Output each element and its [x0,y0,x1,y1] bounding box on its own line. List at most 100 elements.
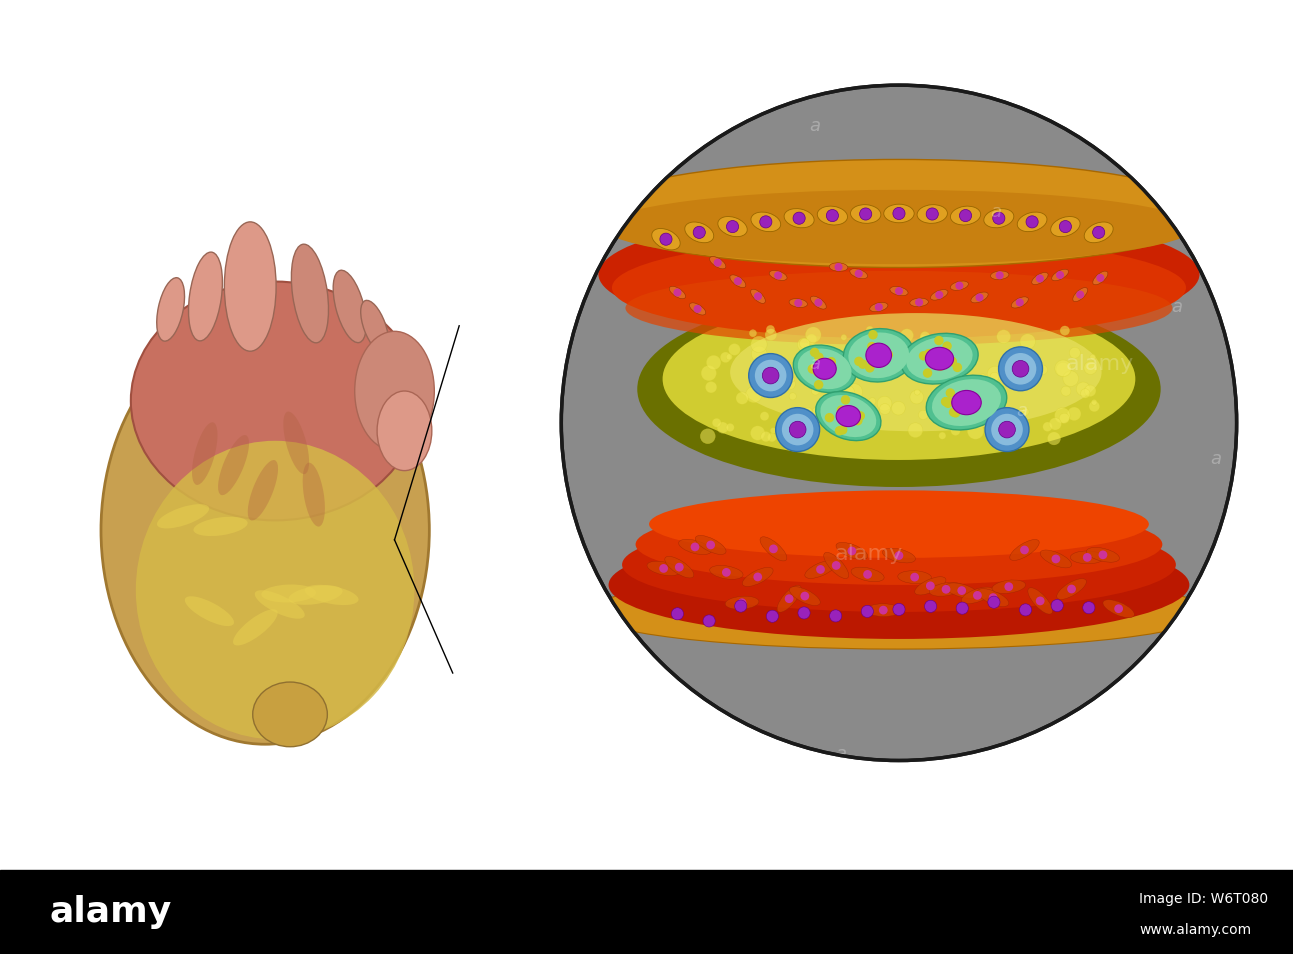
Ellipse shape [651,228,680,250]
Ellipse shape [945,583,978,598]
Ellipse shape [131,282,420,520]
Circle shape [838,411,848,421]
Circle shape [718,422,728,433]
Ellipse shape [931,290,948,300]
Ellipse shape [355,332,434,450]
Circle shape [926,581,935,590]
Circle shape [1056,362,1070,377]
Circle shape [774,272,783,279]
Ellipse shape [891,287,909,295]
Circle shape [806,327,822,342]
Ellipse shape [1087,548,1119,562]
Circle shape [919,410,928,420]
Text: alamy: alamy [49,895,172,928]
Circle shape [1054,407,1070,424]
Circle shape [948,357,957,366]
Circle shape [706,356,722,370]
Ellipse shape [978,589,1009,606]
Circle shape [762,367,779,384]
Circle shape [1020,334,1035,349]
Circle shape [720,352,731,362]
Circle shape [1030,377,1037,385]
Circle shape [706,381,716,393]
Ellipse shape [820,395,876,437]
Circle shape [781,414,814,445]
Ellipse shape [1011,297,1028,308]
Ellipse shape [950,206,980,225]
Ellipse shape [910,298,928,307]
Ellipse shape [984,208,1014,228]
Ellipse shape [1102,599,1135,618]
Circle shape [1022,408,1030,416]
Circle shape [855,411,865,421]
Circle shape [733,277,742,285]
Circle shape [835,426,844,436]
Circle shape [852,412,861,422]
Circle shape [777,381,789,394]
Circle shape [878,338,892,353]
Ellipse shape [636,504,1162,585]
Circle shape [893,207,905,220]
Ellipse shape [1093,272,1108,285]
Circle shape [966,398,975,407]
Circle shape [854,270,863,278]
Circle shape [755,359,786,391]
Circle shape [914,389,920,395]
Circle shape [1076,291,1084,298]
Circle shape [944,397,954,406]
Circle shape [879,351,888,360]
Circle shape [816,353,824,360]
Circle shape [954,395,963,404]
Circle shape [810,348,819,357]
Circle shape [746,386,762,402]
Circle shape [1098,551,1108,559]
Ellipse shape [625,271,1173,345]
Circle shape [1019,604,1032,616]
Circle shape [968,411,974,417]
Text: a: a [810,355,820,373]
Circle shape [996,272,1004,279]
Circle shape [1083,553,1092,562]
Ellipse shape [333,271,367,342]
Ellipse shape [952,390,982,415]
Circle shape [997,330,1010,343]
Ellipse shape [824,553,849,578]
Ellipse shape [248,460,278,521]
Ellipse shape [185,597,234,626]
Ellipse shape [850,269,867,278]
Circle shape [1005,353,1036,384]
Circle shape [1080,389,1089,398]
Ellipse shape [612,237,1186,338]
Circle shape [878,396,892,411]
Circle shape [659,564,668,573]
Circle shape [950,408,961,418]
Ellipse shape [789,298,807,308]
Circle shape [939,432,946,439]
Circle shape [957,602,968,615]
Circle shape [894,552,904,560]
Ellipse shape [784,208,814,228]
Ellipse shape [916,205,948,224]
Text: a: a [1210,450,1222,468]
Circle shape [785,595,793,603]
Circle shape [806,335,816,344]
Circle shape [1005,415,1010,421]
Circle shape [760,431,771,442]
Circle shape [737,598,746,607]
Circle shape [980,374,985,380]
Circle shape [971,396,982,405]
Circle shape [760,412,770,421]
Circle shape [866,326,874,334]
Ellipse shape [866,343,892,367]
Circle shape [835,263,842,272]
Circle shape [1089,355,1096,360]
Circle shape [701,365,716,380]
Circle shape [776,407,819,451]
Ellipse shape [679,539,711,554]
Circle shape [1036,597,1045,605]
Ellipse shape [883,548,915,563]
Ellipse shape [884,205,914,223]
Circle shape [991,414,1023,445]
Ellipse shape [950,281,968,291]
Circle shape [1005,408,1014,418]
